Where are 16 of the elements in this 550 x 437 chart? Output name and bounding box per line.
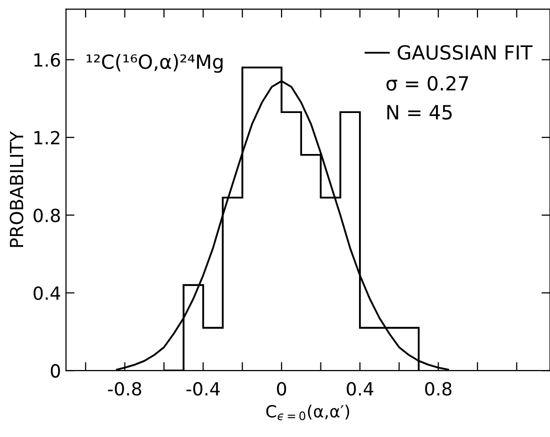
y-tick-label: 0.4: [34, 286, 60, 300]
x-tick-label: 0.8: [425, 382, 452, 396]
y-tick-label: 1.2: [34, 130, 60, 144]
annotation: N = 45: [387, 105, 452, 120]
legend-label: GAUSSIAN FIT: [398, 45, 533, 60]
x-tick-label: 0: [276, 382, 286, 396]
x-axis-title: C$_{ϵ=0}$(α,α′): [266, 404, 350, 420]
annotation: ¹²C(¹⁶O,α)²⁴Mg: [86, 54, 223, 73]
annotation: σ = 0.27: [386, 76, 468, 91]
x-tick-label: 0.4: [346, 382, 374, 396]
x-tick-label: -0.8: [108, 382, 142, 396]
x-tick-label: -0.4: [186, 382, 220, 396]
y-tick-label: 0: [50, 364, 60, 378]
y-tick-label: 1.6: [34, 53, 60, 67]
y-tick-label: 0.8: [34, 208, 60, 222]
y-axis-title: PROBABILITY: [10, 131, 24, 247]
